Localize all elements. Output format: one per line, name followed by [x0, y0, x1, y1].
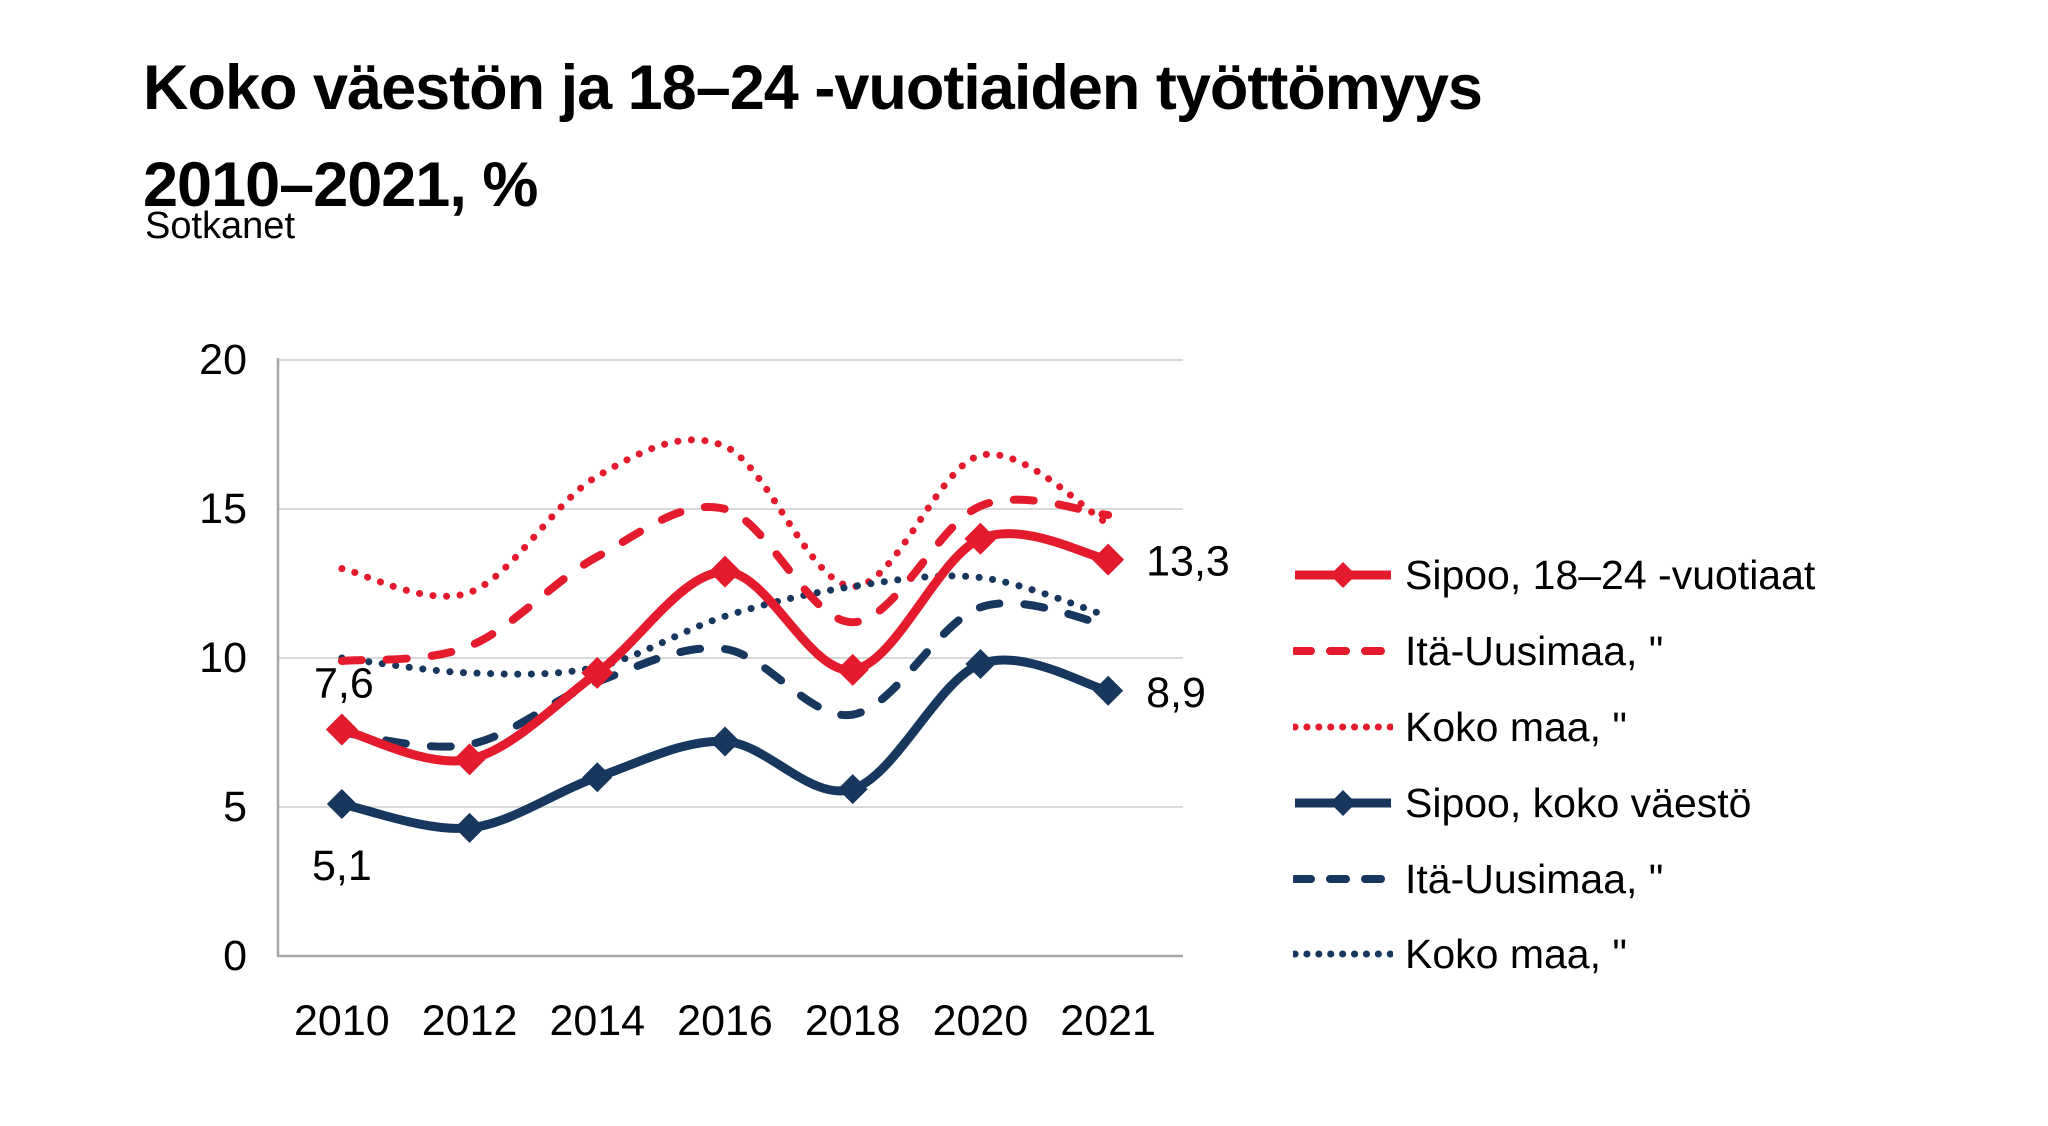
series-marker-sipoo-18-24-vuotiaat — [453, 743, 486, 776]
series-marker-sipoo-18-24-vuotiaat — [709, 555, 741, 588]
series-marker-sipoo-koko-v-est — [582, 762, 613, 793]
chart-source-label: Sotkanet — [145, 205, 295, 247]
series-marker-sipoo-18-24-vuotiaat — [1092, 543, 1125, 576]
chart-title-line1: Koko väestön ja 18–24 -vuotiaiden työttö… — [143, 53, 1483, 123]
x-tick-label: 2014 — [549, 997, 645, 1045]
y-tick-label: 5 — [223, 783, 247, 831]
series-marker-sipoo-koko-v-est — [965, 648, 996, 679]
series-marker-sipoo-18-24-vuotiaat — [581, 656, 614, 689]
x-tick-label: 2012 — [422, 997, 518, 1045]
series-marker-sipoo-koko-v-est — [1093, 675, 1124, 706]
x-tick-label: 2010 — [294, 997, 390, 1045]
series-marker-sipoo-koko-v-est — [454, 812, 485, 843]
series-line-koko-maa — [338, 436, 1112, 600]
data-label: 13,3 — [1146, 538, 1230, 586]
chart-title-line2: 2010–2021, % — [143, 150, 538, 220]
x-tick-label: 2016 — [677, 997, 773, 1045]
series-line-it-uusimaa — [337, 495, 1113, 665]
data-label: 5,1 — [312, 842, 372, 890]
y-tick-label: 0 — [223, 932, 247, 980]
y-tick-label: 15 — [199, 485, 247, 533]
chart-title: Koko väestön ja 18–24 -vuotiaiden työttö… — [143, 40, 1483, 234]
series-marker-sipoo-18-24-vuotiaat — [964, 522, 997, 555]
data-label: 7,6 — [314, 660, 374, 708]
x-tick-label: 2020 — [933, 997, 1029, 1045]
series-marker-sipoo-koko-v-est — [710, 726, 740, 757]
x-tick-label: 2021 — [1060, 997, 1156, 1045]
series-line-koko-maa — [338, 572, 1112, 678]
series-marker-sipoo-koko-v-est — [837, 774, 868, 805]
y-tick-label: 10 — [199, 634, 247, 682]
series-marker-sipoo-18-24-vuotiaat — [325, 713, 358, 746]
series-marker-sipoo-koko-v-est — [326, 789, 357, 820]
data-label: 8,9 — [1146, 669, 1206, 717]
y-tick-label: 20 — [199, 336, 247, 384]
x-tick-label: 2018 — [805, 997, 901, 1045]
series-marker-sipoo-18-24-vuotiaat — [836, 653, 869, 686]
series-line-it-uusimaa — [337, 599, 1113, 751]
